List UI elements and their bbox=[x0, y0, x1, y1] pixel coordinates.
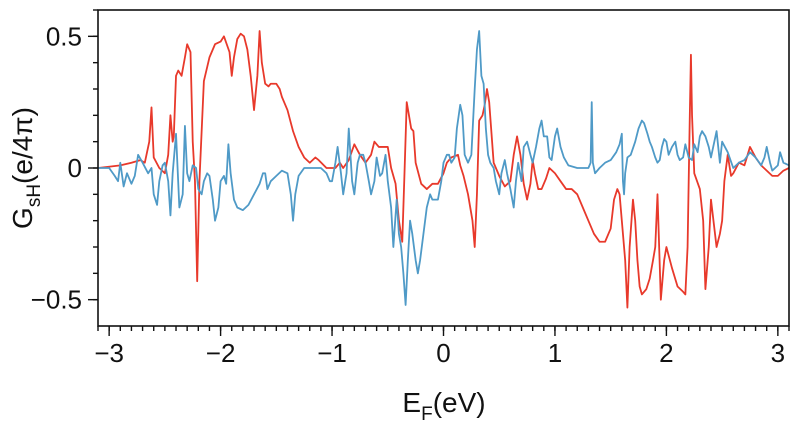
x-axis-title-unit: (eV) bbox=[433, 387, 486, 418]
x-tick-label: 0 bbox=[436, 338, 450, 368]
x-tick-label: 3 bbox=[771, 338, 785, 368]
x-tick-label: 2 bbox=[659, 338, 673, 368]
x-tick-label: −2 bbox=[206, 338, 236, 368]
y-axis-title-unit: (e/4π) bbox=[7, 107, 38, 184]
x-axis-title: EF(eV) bbox=[402, 387, 485, 425]
series-layer bbox=[98, 30, 789, 309]
y-tick-label: 0 bbox=[68, 153, 82, 183]
y-axis-title: GsH(e/4π) bbox=[7, 107, 45, 229]
series-line-blue-curve bbox=[98, 30, 789, 306]
y-axis-title-main: G bbox=[7, 207, 38, 229]
ticks-layer bbox=[88, 9, 790, 336]
x-tick-label: −3 bbox=[94, 338, 124, 368]
x-tick-label: 1 bbox=[548, 338, 562, 368]
tick-labels-layer: −3 −2 −1 0 1 2 3 0.5 0 −0.5 bbox=[31, 21, 785, 368]
x-axis-title-sub: F bbox=[421, 404, 433, 425]
series-line-red-curve bbox=[98, 30, 789, 309]
y-axis-title-sub: sH bbox=[24, 184, 45, 207]
y-tick-label: −0.5 bbox=[31, 285, 82, 315]
y-tick-label: 0.5 bbox=[46, 21, 82, 51]
x-tick-label: −1 bbox=[317, 338, 347, 368]
x-axis-title-main: E bbox=[402, 387, 421, 418]
